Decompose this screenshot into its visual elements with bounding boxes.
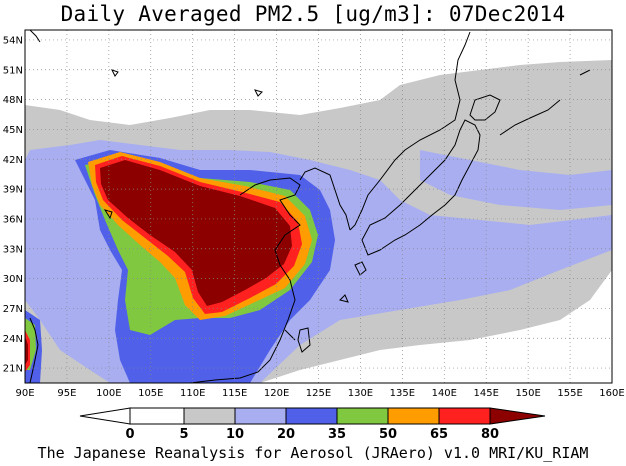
colorbar-label-65: 65	[430, 427, 448, 442]
footer-credit: The Japanese Reanalysis for Aerosol (JRA…	[37, 444, 589, 462]
lon-tick-label: 105E	[138, 388, 163, 399]
lon-tick-label: 110E	[180, 388, 205, 399]
coastlines	[29, 30, 591, 383]
colorbar-label-0: 0	[125, 427, 134, 442]
map-frame	[24, 29, 613, 384]
colorbar-swatch-20	[285, 407, 338, 425]
colorbar-swatch-65	[438, 407, 491, 425]
pm25-darkred-southwest	[25, 335, 28, 365]
lat-tick-label: 30N	[3, 274, 23, 285]
lat-tick-label: 21N	[3, 364, 23, 375]
lon-tick-label: 150E	[515, 388, 540, 399]
lon-tick-label: 125E	[306, 388, 331, 399]
lon-tick-label: 100E	[96, 388, 121, 399]
lat-tick-label: 27N	[3, 304, 23, 315]
lat-tick-label: 51N	[3, 65, 23, 76]
lon-tick-label: 90E	[15, 388, 34, 399]
colorbar-left-arrow	[79, 407, 131, 425]
longitude-labels: 90E 95E 100E 105E 110E 115E 120E 125E 130E 135E 14…	[15, 388, 624, 399]
lon-tick-label: 155E	[557, 388, 582, 399]
colorbar-swatch-0	[129, 407, 185, 425]
map-title: Daily Averaged PM2.5 [ug/m3]: 07Dec2014	[60, 2, 566, 26]
colorbar-label-20: 20	[277, 427, 295, 442]
colorbar-label-5: 5	[179, 427, 188, 442]
lon-tick-label: 135E	[390, 388, 415, 399]
colorbar-swatch-50	[387, 407, 440, 425]
colorbar-label-10: 10	[226, 427, 244, 442]
lon-tick-label: 95E	[57, 388, 76, 399]
lat-tick-label: 45N	[3, 125, 23, 136]
colorbar-label-35: 35	[328, 427, 346, 442]
lat-tick-label: 24N	[3, 334, 23, 345]
colorbar-label-80: 80	[481, 427, 499, 442]
graticule	[25, 30, 612, 383]
lat-tick-label: 33N	[3, 244, 23, 255]
colorbar: 0 5 10 20 35 50 65 80	[79, 407, 546, 442]
latitude-labels: 21N 24N 27N 30N 33N 36N 39N 42N 45N 48N 51N 54N	[3, 35, 23, 374]
lon-tick-label: 120E	[264, 388, 289, 399]
lat-tick-label: 36N	[3, 214, 23, 225]
colorbar-swatch-10	[234, 407, 287, 425]
colorbar-swatch-35	[336, 407, 389, 425]
lon-tick-label: 140E	[432, 388, 457, 399]
colorbar-right-arrow	[489, 407, 546, 425]
pm25-lightblue-east	[420, 150, 612, 210]
colorbar-swatch-5	[183, 407, 236, 425]
lat-tick-label: 48N	[3, 95, 23, 106]
lon-tick-label: 130E	[348, 388, 373, 399]
colorbar-label-50: 50	[379, 427, 397, 442]
pm25-darkred-core	[100, 160, 292, 306]
lon-tick-label: 145E	[474, 388, 499, 399]
lon-tick-label: 115E	[222, 388, 247, 399]
lat-tick-label: 39N	[3, 185, 23, 196]
lat-tick-label: 42N	[3, 155, 23, 166]
lon-tick-label: 160E	[599, 388, 624, 399]
lat-tick-label: 54N	[3, 35, 23, 46]
